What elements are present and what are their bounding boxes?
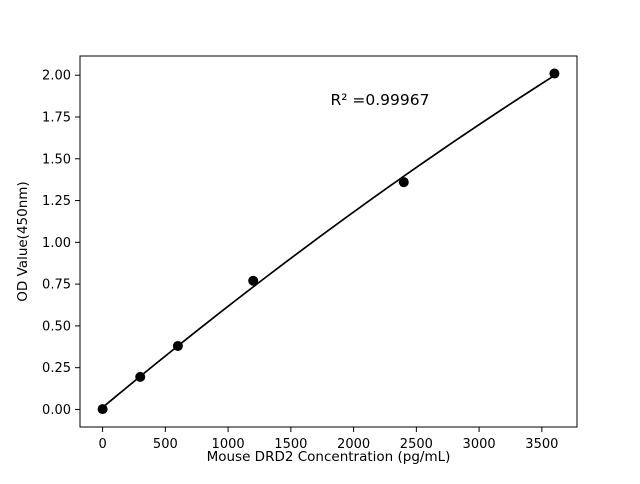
data-point <box>398 177 409 188</box>
r-squared-annotation: R² =0.99967 <box>331 91 430 109</box>
y-axis-label: OD Value(450nm) <box>15 181 31 301</box>
plot-border <box>79 55 578 428</box>
y-tick-label: 1.50 <box>42 152 71 167</box>
y-tick-label: 1.75 <box>42 110 71 125</box>
y-tick-label: 0.25 <box>42 361 71 376</box>
x-tick-label: 500 <box>153 437 178 452</box>
data-point <box>248 275 259 286</box>
data-point <box>135 371 146 382</box>
x-tick-label: 1500 <box>274 437 307 452</box>
x-axis-label: Mouse DRD2 Concentration (pg/mL) <box>207 449 451 465</box>
x-tick-label: 3500 <box>525 437 558 452</box>
data-point <box>97 404 108 415</box>
data-point <box>172 340 183 351</box>
y-tick-label: 1.25 <box>42 194 71 209</box>
y-tick-label: 0.75 <box>42 278 71 293</box>
x-tick-label: 2500 <box>400 437 433 452</box>
y-tick-label: 1.00 <box>42 236 71 251</box>
y-tick-label: 0.50 <box>42 319 71 334</box>
y-tick-label: 2.00 <box>42 69 71 84</box>
y-tick-label: 0.00 <box>42 403 71 418</box>
x-tick-label: 2000 <box>337 437 370 452</box>
x-tick-label: 1000 <box>212 437 245 452</box>
x-tick-label: 3000 <box>463 437 496 452</box>
data-point <box>549 68 560 79</box>
x-tick-label: 0 <box>98 437 106 452</box>
